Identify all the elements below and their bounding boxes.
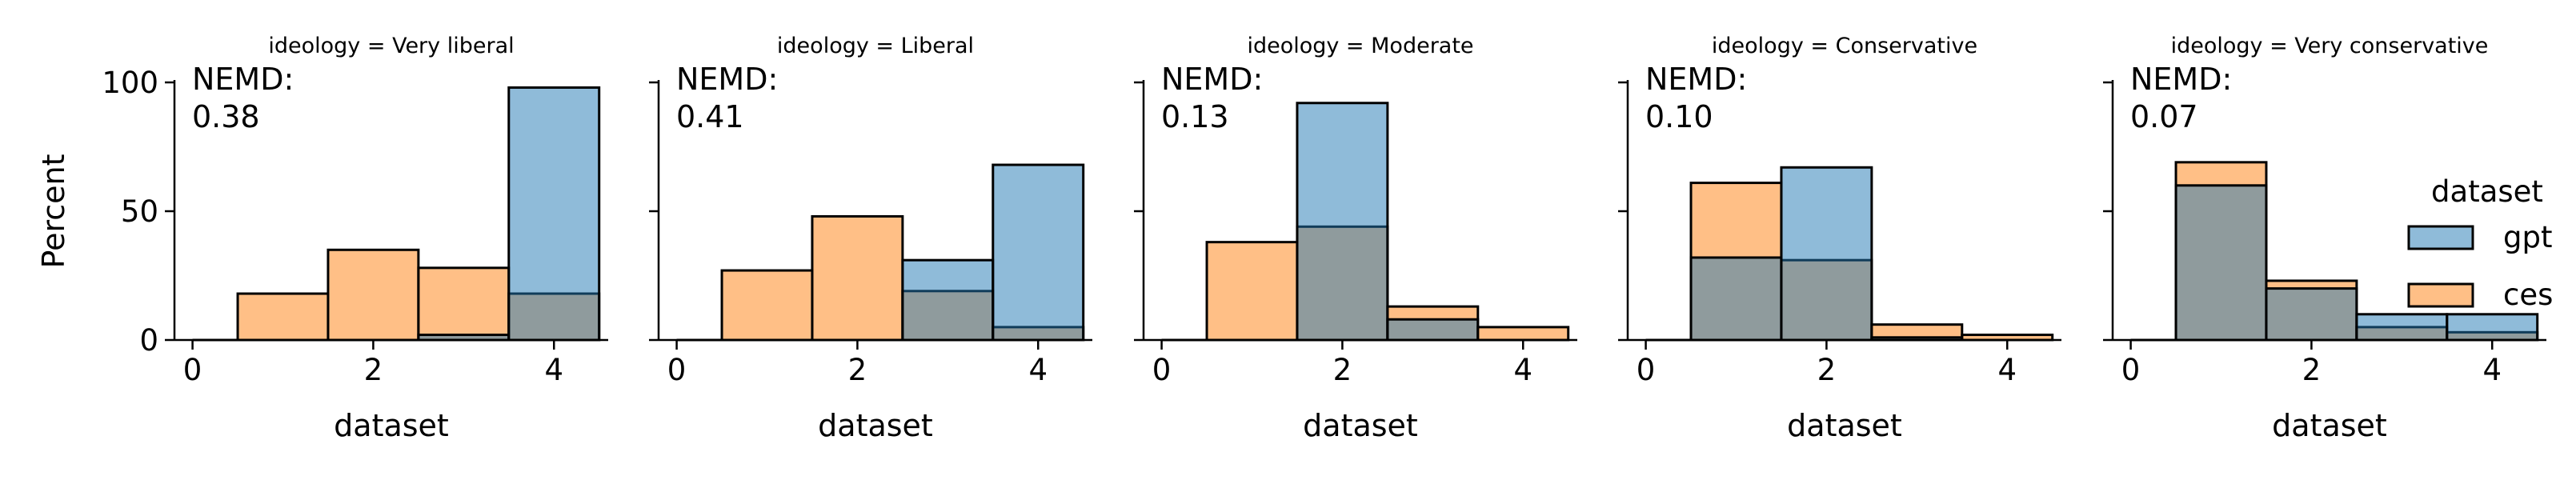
legend: dataset gpt ces xyxy=(2407,174,2553,312)
bar-gpt xyxy=(1296,102,1389,342)
bar-ces xyxy=(1205,241,1299,342)
bar-gpt xyxy=(1780,166,1873,342)
x-tick-label: 0 xyxy=(2121,353,2141,387)
x-tick-label: 4 xyxy=(2482,353,2502,387)
facet-title: ideology = Very liberal xyxy=(268,34,514,58)
y-tick-label: 0 xyxy=(139,323,158,358)
facet-title: ideology = Moderate xyxy=(1247,34,1473,58)
y-axis-label: Percent xyxy=(36,154,71,269)
bar-gpt xyxy=(2265,287,2358,342)
bar-gpt xyxy=(2355,313,2449,342)
x-axis-label: dataset xyxy=(1787,408,1902,443)
bar-ces xyxy=(236,292,330,342)
x-axis-label: dataset xyxy=(818,408,933,443)
legend-label-ces: ces xyxy=(2503,278,2553,312)
x-tick-label: 2 xyxy=(364,353,383,387)
x-tick-label: 2 xyxy=(848,353,867,387)
facet-title: ideology = Very conservative xyxy=(2171,34,2489,58)
x-tick-label: 4 xyxy=(1513,353,1532,387)
x-tick-label: 0 xyxy=(183,353,202,387)
bar-ces xyxy=(327,248,420,342)
bar-ces xyxy=(811,214,904,342)
x-tick-label: 0 xyxy=(1637,353,1656,387)
x-tick-label: 4 xyxy=(1028,353,1048,387)
bar-gpt xyxy=(2446,313,2539,342)
nemd-annotation: 0.38 xyxy=(192,99,260,134)
bar-gpt xyxy=(901,258,995,342)
legend-label-gpt: gpt xyxy=(2503,220,2552,254)
nemd-annotation: NEMD: xyxy=(2130,62,2232,97)
y-tick-label: 50 xyxy=(121,194,158,229)
x-tick-label: 4 xyxy=(544,353,563,387)
facet-panel: ideology = Very conservative 0 2 4 dataset NE… xyxy=(2103,34,2546,443)
x-tick-label: 2 xyxy=(1333,353,1352,387)
legend-swatch-gpt xyxy=(2407,225,2474,250)
x-tick-label: 4 xyxy=(1997,353,2017,387)
x-tick-label: 2 xyxy=(1817,353,1837,387)
nemd-annotation: NEMD: xyxy=(676,62,778,97)
nemd-annotation: 0.13 xyxy=(1161,99,1229,134)
bar-gpt xyxy=(1386,318,1480,342)
bar-gpt xyxy=(507,86,601,342)
nemd-annotation: 0.07 xyxy=(2130,99,2198,134)
legend-title: dataset xyxy=(2431,174,2543,209)
x-tick-label: 0 xyxy=(1152,353,1172,387)
bar-ces xyxy=(417,266,511,342)
nemd-annotation: NEMD: xyxy=(1645,62,1747,97)
facet-panel: ideology = Moderate 0 2 4 dataset NEMD:0.13 xyxy=(1134,34,1577,443)
x-tick-label: 0 xyxy=(667,353,687,387)
nemd-annotation: 0.41 xyxy=(676,99,744,134)
bar-ces xyxy=(1476,326,1570,342)
facet-title: ideology = Liberal xyxy=(777,34,974,58)
x-axis-label: dataset xyxy=(2272,408,2387,443)
bar-gpt xyxy=(1689,256,1783,342)
y-tick-label: 100 xyxy=(102,66,158,100)
nemd-annotation: NEMD: xyxy=(1161,62,1263,97)
bar-gpt xyxy=(2174,184,2268,342)
bar-ces xyxy=(720,269,814,342)
facet-title: ideology = Conservative xyxy=(1712,34,1977,58)
x-tick-label: 2 xyxy=(2302,353,2322,387)
x-axis-label: dataset xyxy=(1303,408,1418,443)
nemd-annotation: NEMD: xyxy=(192,62,294,97)
nemd-annotation: 0.10 xyxy=(1645,99,1713,134)
facet-panel: ideology = Very liberal 0 50 100 0 2 4 dataset N… xyxy=(102,34,608,443)
legend-swatch-ces xyxy=(2407,282,2474,308)
bar-gpt xyxy=(992,163,1085,342)
facet-panel: ideology = Conservative 0 2 4 dataset NEMD:0.… xyxy=(1618,34,2061,443)
facet-panel: ideology = Liberal 0 2 4 dataset NEMD:0.41 xyxy=(649,34,1092,443)
x-axis-label: dataset xyxy=(334,408,449,443)
